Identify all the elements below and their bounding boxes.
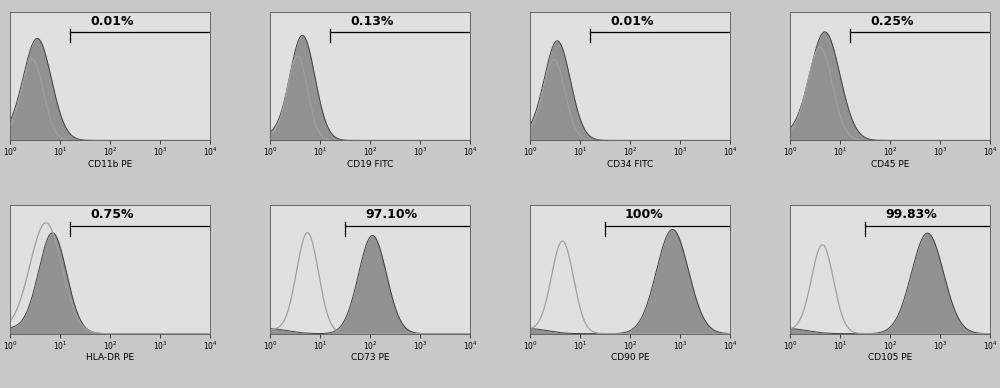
Text: 0.25%: 0.25% bbox=[870, 15, 913, 28]
X-axis label: CD19 FITC: CD19 FITC bbox=[347, 160, 393, 169]
Text: 100%: 100% bbox=[625, 208, 664, 221]
Text: 0.75%: 0.75% bbox=[90, 208, 133, 221]
X-axis label: CD73 PE: CD73 PE bbox=[351, 353, 389, 362]
X-axis label: HLA-DR PE: HLA-DR PE bbox=[86, 353, 134, 362]
Text: 0.01%: 0.01% bbox=[90, 15, 133, 28]
Text: 99.83%: 99.83% bbox=[885, 208, 937, 221]
X-axis label: CD45 PE: CD45 PE bbox=[871, 160, 909, 169]
X-axis label: CD105 PE: CD105 PE bbox=[868, 353, 912, 362]
X-axis label: CD34 FITC: CD34 FITC bbox=[607, 160, 653, 169]
X-axis label: CD90 PE: CD90 PE bbox=[611, 353, 649, 362]
Text: 0.13%: 0.13% bbox=[350, 15, 393, 28]
Text: 97.10%: 97.10% bbox=[365, 208, 417, 221]
X-axis label: CD11b PE: CD11b PE bbox=[88, 160, 132, 169]
Text: 0.01%: 0.01% bbox=[610, 15, 653, 28]
